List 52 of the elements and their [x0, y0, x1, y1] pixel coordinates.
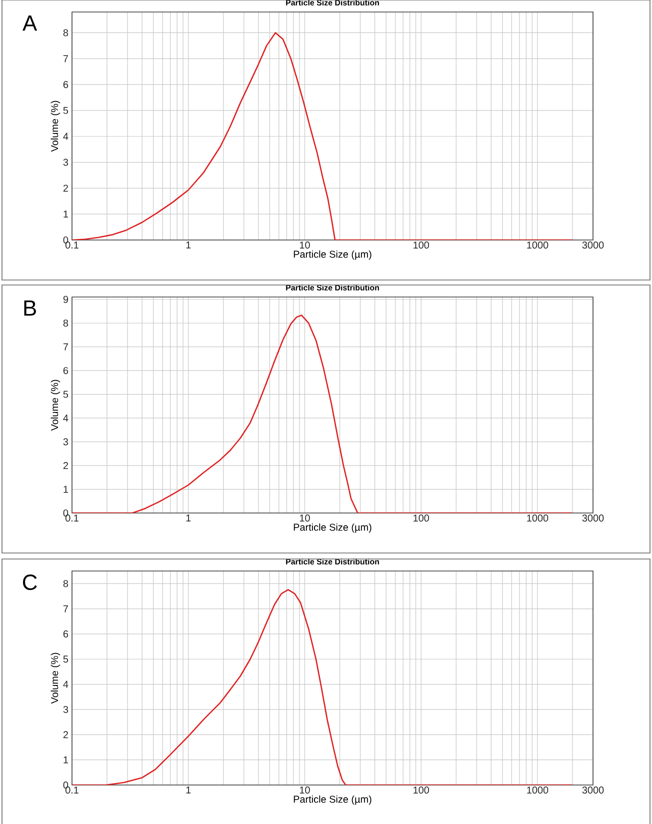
y-tick-label: 9 — [63, 296, 68, 303]
x-axis-title: Particle Size (µm) — [294, 795, 372, 805]
x-tick-label: 1000 — [527, 242, 548, 249]
x-tick-label: 1 — [186, 786, 191, 794]
x-tick-label: 10 — [300, 514, 310, 522]
y-axis-title: Volume (%) — [50, 652, 60, 704]
y-tick-label: 8 — [63, 320, 68, 327]
y-tick-label: 6 — [63, 630, 68, 638]
y-tick-label: 7 — [63, 605, 68, 612]
x-tick-label: 3000 — [582, 786, 604, 794]
y-tick-label: 1 — [64, 756, 68, 764]
y-tick-label: 3 — [63, 158, 68, 166]
x-tick-label: 0.1 — [65, 786, 78, 794]
x-tick-label: 3000 — [582, 514, 604, 522]
x-tick-label: 1000 — [527, 786, 548, 794]
y-tick-label: 6 — [63, 81, 68, 88]
x-axis-title: Particle Size (µm) — [294, 523, 372, 533]
x-tick-label: 100 — [414, 242, 430, 249]
x-tick-label: 10 — [300, 786, 310, 794]
x-tick-label: 1 — [186, 242, 191, 248]
x-tick-label: 100 — [414, 514, 430, 522]
x-tick-label: 1 — [186, 514, 191, 522]
text: A — [22, 16, 38, 31]
y-tick-label: 2 — [63, 731, 68, 738]
y-tick-label: 4 — [63, 680, 68, 688]
y-tick-label: 8 — [63, 580, 68, 588]
y-tick-label: 3 — [63, 438, 68, 446]
y-tick-label: 5 — [63, 106, 68, 114]
x-axis-title: Particle Size (µm) — [294, 250, 372, 260]
text: B — [24, 300, 36, 316]
y-axis-title: Volume (%) — [50, 380, 60, 431]
y-tick-label: 2 — [63, 184, 68, 192]
x-tick-label: 0.1 — [65, 242, 78, 249]
y-tick-label: 7 — [63, 343, 68, 350]
y-tick-label: 1 — [64, 210, 68, 218]
x-tick-label: 100 — [414, 786, 430, 794]
x-tick-label: 3000 — [582, 242, 604, 249]
y-tick-label: 8 — [63, 29, 68, 36]
y-tick-label: 4 — [63, 132, 68, 140]
y-tick-label: 7 — [63, 55, 68, 62]
x-tick-label: 1000 — [527, 514, 548, 522]
x-tick-label: 10 — [300, 242, 310, 249]
x-tick-label: 0.1 — [65, 514, 78, 522]
y-tick-label: 2 — [63, 462, 68, 470]
y-tick-label: 3 — [63, 706, 68, 714]
text: C — [22, 574, 37, 590]
y-axis-title: Volume (%) — [50, 100, 60, 152]
y-tick-label: 1 — [64, 486, 68, 493]
y-tick-label: 5 — [63, 656, 68, 663]
y-tick-label: 4 — [63, 414, 68, 422]
y-tick-label: 6 — [63, 367, 68, 374]
y-tick-label: 5 — [63, 390, 68, 398]
